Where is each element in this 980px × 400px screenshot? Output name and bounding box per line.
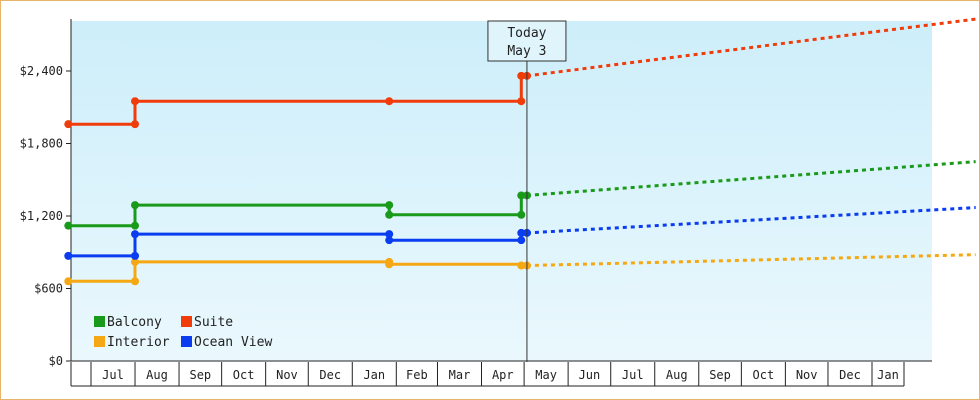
today-title: Today [507, 26, 546, 41]
data-point [517, 191, 526, 200]
series-forecast-suite [526, 17, 976, 78]
x-tick-label: Jul [622, 368, 644, 382]
y-axis: $0 $600 $1,200 $1,800 $2,400 [20, 19, 932, 368]
legend: Balcony Suite Interior Ocean View [94, 315, 272, 350]
x-tick-label: Dec [839, 368, 861, 382]
x-tick-label: Jan [877, 368, 899, 382]
data-point [385, 236, 394, 245]
y-tick-label: $2,400 [20, 64, 63, 78]
data-point [131, 277, 140, 286]
data-point [64, 277, 73, 286]
series-balcony [64, 160, 976, 230]
series-forecast-ocean-view [526, 206, 976, 235]
x-tick-label: Oct [233, 368, 255, 382]
legend-label-balcony: Balcony [107, 315, 162, 330]
today-marker: Today May 3 [487, 20, 567, 362]
today-label-box [487, 20, 567, 62]
y-tick-label: $600 [34, 282, 63, 296]
x-tick-label: Oct [753, 368, 775, 382]
legend-label-interior: Interior [107, 335, 170, 350]
data-point [385, 210, 394, 219]
data-point [131, 120, 140, 129]
legend-swatch-interior [94, 336, 105, 347]
plot-area [71, 21, 932, 361]
x-tick-label: Nov [796, 368, 818, 382]
data-point [385, 201, 394, 210]
data-point [131, 251, 140, 260]
data-point [517, 228, 526, 237]
data-point [131, 201, 140, 210]
x-tick-label: Aug [146, 368, 168, 382]
data-point [64, 120, 73, 129]
x-tick-label: Dec [319, 368, 341, 382]
data-point [517, 97, 526, 106]
x-tick-label: Nov [276, 368, 298, 382]
x-tick-label: Jul [102, 368, 124, 382]
data-point [517, 236, 526, 245]
x-tick-label: Feb [406, 368, 428, 382]
x-tick-label: Mar [449, 368, 471, 382]
data-point [131, 221, 140, 230]
x-tick-label: Jan [363, 368, 385, 382]
x-tick-label: Sep [189, 368, 211, 382]
today-date: May 3 [507, 44, 546, 59]
data-point [131, 230, 140, 239]
series-ocean-view [64, 206, 976, 260]
legend-swatch-ocean-view [181, 336, 192, 347]
legend-swatch-suite [181, 316, 192, 327]
data-point [64, 221, 73, 230]
data-point [517, 261, 526, 270]
series-suite [64, 17, 976, 129]
legend-label-ocean-view: Ocean View [194, 335, 272, 350]
legend-swatch-balcony [94, 316, 105, 327]
x-axis: Jul Aug Sep Oct Nov Dec Jan Feb Mar Apr May Jun Jul A… [70, 362, 905, 387]
y-tick-label: $1,200 [20, 209, 63, 223]
series-interior [64, 253, 976, 286]
data-point [385, 97, 394, 106]
data-point [517, 71, 526, 80]
data-point [517, 210, 526, 219]
data-point [385, 260, 394, 269]
data-point [131, 97, 140, 106]
series-forecast-interior [526, 253, 976, 268]
x-tick-label: May [535, 368, 557, 382]
legend-label-suite: Suite [194, 315, 233, 330]
x-tick-label: Apr [492, 368, 514, 382]
x-tick-label: Sep [709, 368, 731, 382]
data-point [64, 251, 73, 260]
x-tick-label: Jun [579, 368, 601, 382]
x-tick-label: Aug [666, 368, 688, 382]
series-forecast-balcony [526, 160, 976, 197]
data-point [131, 257, 140, 266]
data-point [385, 230, 394, 239]
series-layer [64, 17, 976, 286]
y-tick-label: $0 [49, 354, 63, 368]
y-tick-label: $1,800 [20, 137, 63, 151]
